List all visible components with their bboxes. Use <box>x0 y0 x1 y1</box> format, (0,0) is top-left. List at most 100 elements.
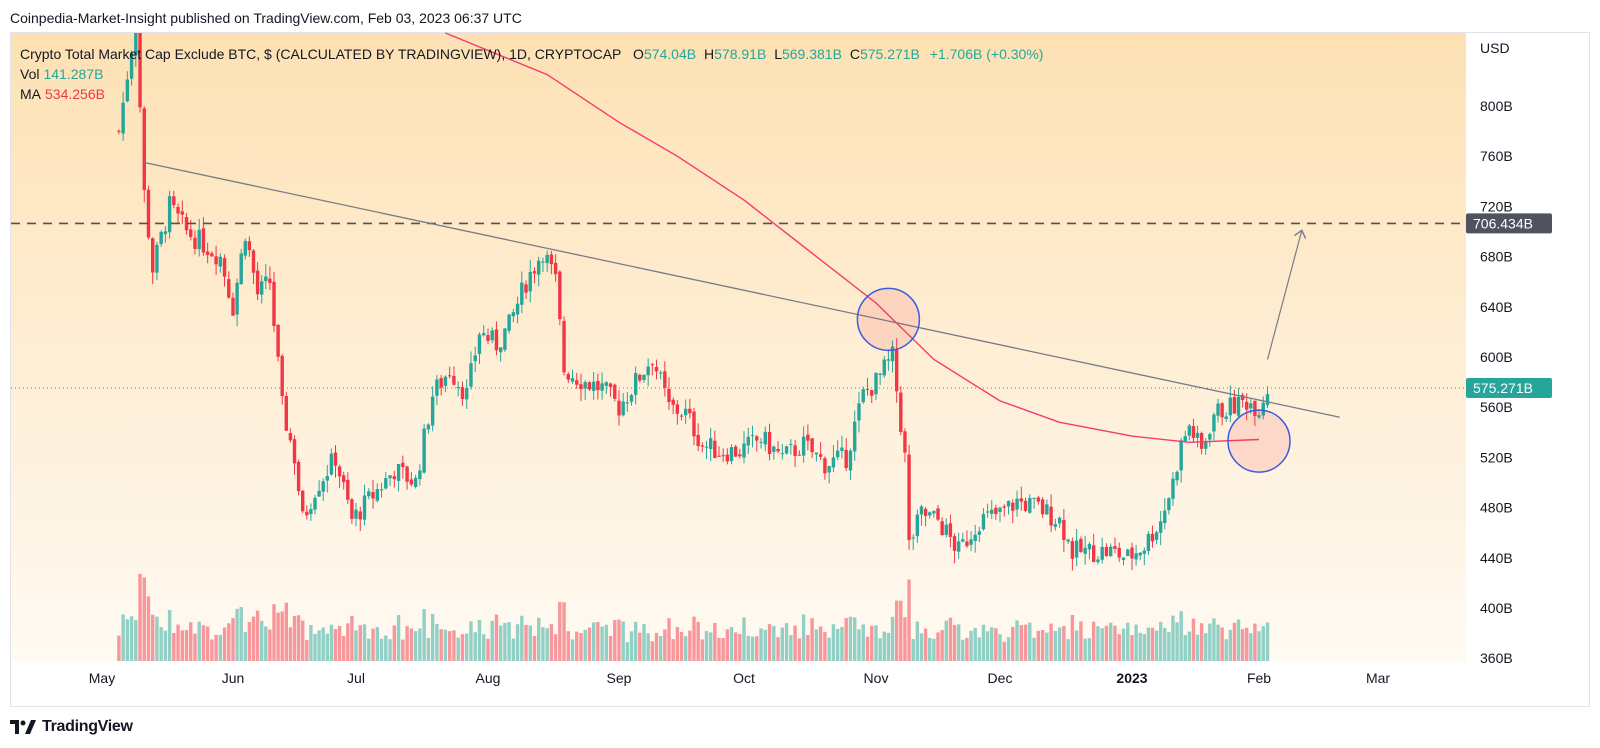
volume-bar <box>558 601 562 661</box>
volume-bar <box>956 624 961 661</box>
volume-bar <box>1175 622 1179 661</box>
candle-body <box>729 447 734 462</box>
volume-bar <box>763 629 767 661</box>
volume-bar <box>1019 625 1023 661</box>
price-tick-label: 760B <box>1480 148 1513 164</box>
candle-body <box>435 379 439 396</box>
candle-body <box>305 511 309 516</box>
candle-body <box>329 453 334 475</box>
volume-bar <box>801 614 806 661</box>
candle-body <box>558 271 562 320</box>
candle-body <box>460 386 465 400</box>
candle-body <box>280 355 284 397</box>
volume-bar <box>890 616 895 661</box>
tradingview-logo-icon[interactable] <box>10 720 36 734</box>
legend-ma-row[interactable]: MA 534.256B <box>20 84 1043 104</box>
candle-body <box>952 536 957 551</box>
volume-bar <box>646 633 650 661</box>
volume-bar <box>1245 627 1249 661</box>
volume-bar <box>874 625 878 661</box>
volume-bar <box>227 623 231 661</box>
candle-body <box>1154 532 1159 540</box>
volume-bar <box>272 604 276 661</box>
candle-body <box>596 380 600 391</box>
volume-bar <box>650 641 655 661</box>
volume-bar <box>201 625 206 661</box>
candle-body <box>654 366 659 372</box>
candle-body <box>903 431 907 453</box>
volume-bar <box>409 628 414 661</box>
symbol-title[interactable]: Crypto Total Market Cap Exclude BTC, $ (… <box>20 46 622 62</box>
candle-body <box>801 436 806 456</box>
price-tick-label: 800B <box>1480 98 1513 114</box>
volume-bar <box>1134 624 1138 661</box>
legend-volume-row[interactable]: Vol 141.287B <box>20 64 1043 84</box>
time-tick-label: Dec <box>988 670 1013 686</box>
resistance-tag-bg <box>1466 213 1552 234</box>
volume-bar <box>928 637 932 661</box>
candle-body <box>587 382 592 390</box>
candle-body <box>218 256 223 267</box>
volume-bar <box>452 630 456 661</box>
volume-bar <box>439 629 443 661</box>
volume-bar <box>1240 629 1245 661</box>
volume-bar <box>159 627 163 661</box>
candle-body <box>401 462 405 468</box>
volume-bar <box>515 624 520 661</box>
candle-body <box>1220 403 1224 418</box>
candle-body <box>396 464 401 481</box>
volume-bar <box>1208 623 1212 661</box>
volume-bar <box>172 632 176 661</box>
volume-bar <box>1236 619 1241 661</box>
candle-body <box>214 256 218 265</box>
volume-bar <box>1036 630 1041 661</box>
volume-bar <box>793 625 797 661</box>
volume-bar <box>944 620 948 661</box>
candle-body <box>1240 394 1245 400</box>
volume-bar <box>189 622 193 661</box>
descending-trendline[interactable] <box>144 161 1340 418</box>
tradingview-brand[interactable]: TradingView <box>42 718 133 735</box>
volume-bar <box>961 639 965 661</box>
volume-bar <box>163 630 168 661</box>
candle-body <box>477 334 482 354</box>
volume-bar <box>255 610 260 661</box>
candle-body <box>928 512 932 516</box>
candle-body <box>511 312 516 317</box>
volume-bar <box>1002 641 1006 661</box>
highlight-circle-nov[interactable] <box>856 287 921 352</box>
candle-body <box>750 434 755 436</box>
candle-body <box>354 509 358 519</box>
candle-body <box>604 382 609 386</box>
candle-body <box>155 244 159 273</box>
volume-bar <box>583 629 587 661</box>
candle-body <box>776 448 780 452</box>
volume-bar <box>388 639 392 661</box>
candle-body <box>255 270 260 295</box>
candle-body <box>844 449 848 468</box>
candle-body <box>1138 552 1142 556</box>
plot-background <box>11 33 1466 661</box>
candle-body <box>1150 533 1155 542</box>
volume-bar <box>321 627 325 661</box>
candle-body <box>268 278 272 284</box>
candle-body <box>1070 541 1075 559</box>
projection-arrow[interactable] <box>1266 232 1302 360</box>
highlight-circle-feb[interactable] <box>1227 409 1291 473</box>
volume-bar <box>1261 626 1265 661</box>
candle-body <box>679 415 684 417</box>
volume-bar <box>239 607 243 661</box>
volume-bar <box>658 636 663 661</box>
volume-bar <box>1130 635 1134 661</box>
volume-bar <box>346 623 350 661</box>
volume-bar <box>309 625 313 661</box>
candle-body <box>944 524 948 535</box>
candle-body <box>1100 546 1104 560</box>
volume-bar <box>413 631 418 661</box>
candle-body <box>915 514 920 537</box>
time-tick-label: 2023 <box>1116 670 1147 686</box>
volume-bar <box>151 614 155 661</box>
candle-body <box>708 438 713 450</box>
volume-bar <box>750 636 755 661</box>
